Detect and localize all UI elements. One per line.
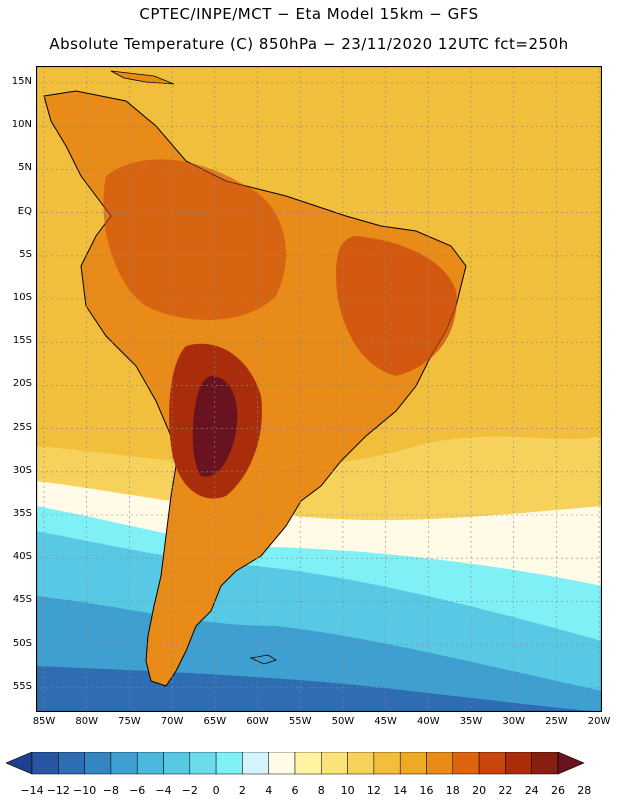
colorbar-swatch [58,752,85,775]
latitude-label: 50S [12,637,32,649]
colorbar-tick-label: −14 [20,784,44,797]
colorbar-tick-label: −2 [181,784,198,797]
colorbar-max-arrow [557,752,585,775]
colorbar-swatch [215,752,243,775]
colorbar-tick-label: −6 [129,784,146,797]
colorbar-tick-label: 10 [340,784,355,797]
chart-subtitle: Absolute Temperature (C) 850hPa − 23/11/… [49,35,569,53]
latitude-label: 25S [12,421,32,433]
colorbar-tick-label: 16 [419,784,434,797]
land-hot-region-northeast [336,236,457,376]
cuba-island [110,70,175,85]
colorbar-tick-label: 6 [291,784,299,797]
colorbar-tick-label: 24 [524,784,539,797]
longitude-label: 65W [203,716,227,727]
colorbar [6,752,585,775]
colorbar-swatch [84,752,112,775]
colorbar-swatch [242,752,269,775]
latitude-label: 40S [12,551,32,563]
colorbar-tick-label: 28 [577,784,592,797]
colorbar-swatch [294,752,322,775]
colorbar-tick-label: 20 [472,784,487,797]
colorbar-tick-label: 2 [238,784,246,797]
longitude-label: 35W [459,716,483,727]
chart-title: CPTEC/INPE/MCT − Eta Model 15km − GFS [139,5,479,23]
longitude-label: 75W [118,716,141,727]
longitude-label: 45W [374,716,397,727]
colorbar-swatch [163,752,191,775]
latitude-label: 5S [19,248,32,260]
longitude-label: 40W [416,716,440,727]
latitude-label: 15S [12,335,32,347]
colorbar-tick-label: 4 [265,784,273,797]
longitude-label: 50W [331,716,355,727]
colorbar-swatch [399,752,427,775]
colorbar-swatch [347,752,375,775]
colorbar-swatch [531,752,559,775]
colorbar-min-arrow [6,752,33,775]
latitude-label: 10S [12,292,32,303]
longitude-label: 70W [160,716,184,727]
colorbar-tick-label: −4 [155,784,172,797]
colorbar-swatch [136,752,164,775]
colorbar-swatch [31,752,59,775]
latitude-label: 30S [12,464,32,476]
colorbar-swatch [426,752,454,775]
colorbar-swatch [505,752,532,775]
colorbar-tick-label: 22 [498,784,513,797]
longitude-label: 55W [288,716,312,727]
latitude-label: 15N [11,76,32,87]
longitude-label: 25W [545,716,568,727]
colorbar-swatch [452,752,480,775]
colorbar-swatch [373,752,401,775]
latitude-label: 10N [11,119,32,131]
longitude-label: 60W [246,716,269,727]
colorbar-tick-label: −12 [46,784,70,797]
map-grid [36,66,602,712]
latitude-label: 5N [18,162,32,174]
colorbar-tick-label: −8 [102,784,119,797]
colorbar-swatch [110,752,138,775]
colorbar-swatch [478,752,506,775]
latitude-label: EQ [17,205,32,217]
latitude-label: 35S [12,508,32,519]
colorbar-swatch [321,752,348,775]
colorbar-tick-label: 26 [551,784,565,797]
colorbar-tick-label: 8 [317,784,325,797]
colorbar-tick-label: −10 [72,784,97,797]
map-frame [36,66,602,712]
latitude-label: 55S [12,680,32,692]
colorbar-tick-label: 14 [393,784,408,797]
colorbar-tick-label: 0 [212,784,220,797]
colorbar-tick-label: 18 [445,784,460,797]
longitude-label: 20W [587,716,611,727]
colorbar-tick-label: 12 [366,784,381,797]
longitude-label: 80W [75,716,98,727]
latitude-label: 45S [12,594,32,606]
ocean-cold-deep-band [36,666,602,712]
longitude-label: 30W [502,716,525,727]
colorbar-swatch [268,752,296,775]
temperature-map [36,66,602,712]
latitude-label: 20S [12,378,32,390]
colorbar-swatch [189,752,217,775]
longitude-label: 85W [32,716,56,727]
land-hot-region-north [103,159,286,320]
